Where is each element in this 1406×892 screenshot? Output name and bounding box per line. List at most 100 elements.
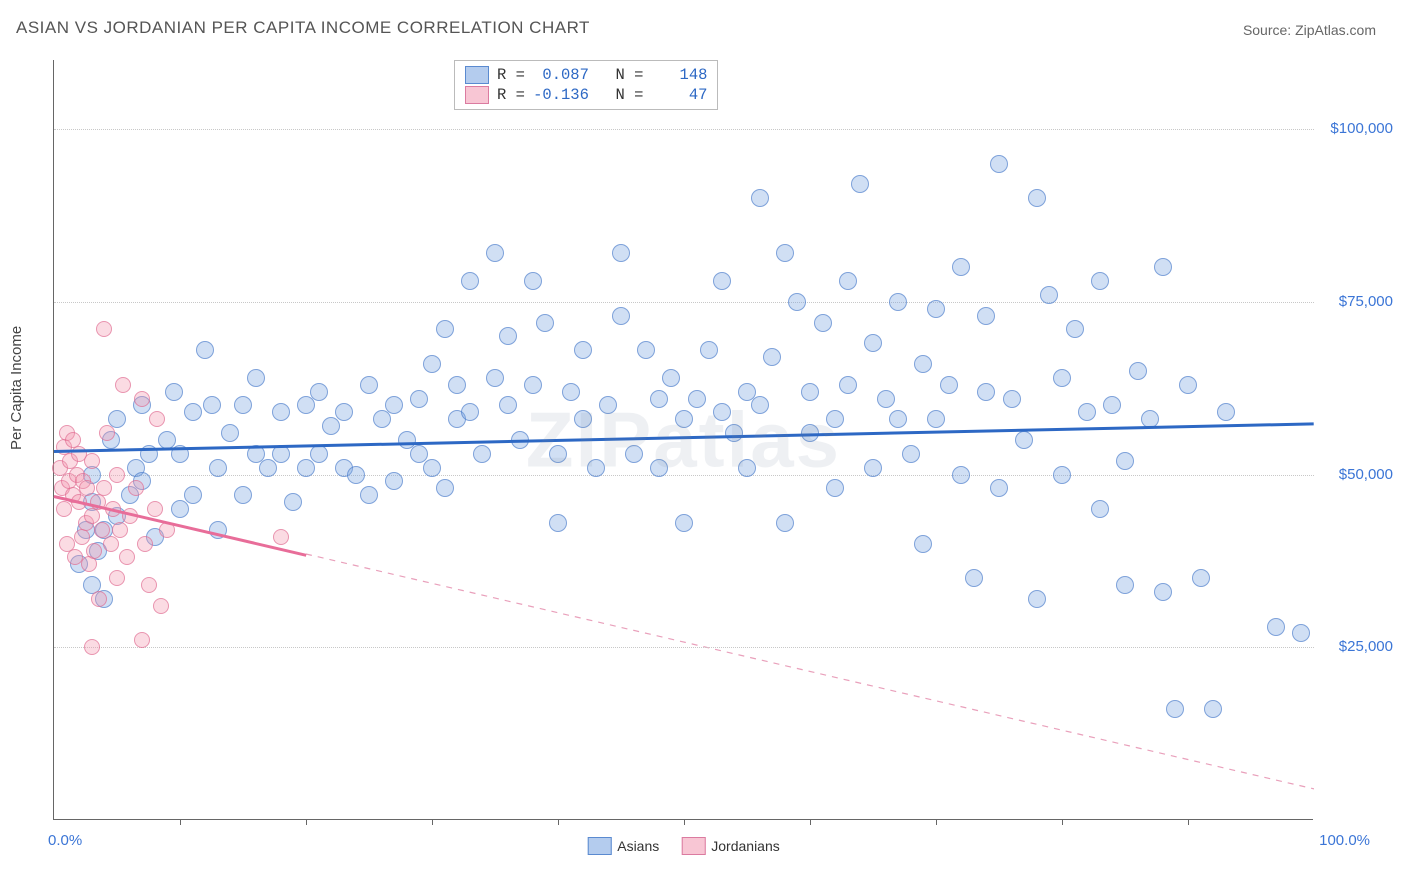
data-point-jordanians bbox=[96, 321, 112, 337]
data-point-asians bbox=[864, 334, 882, 352]
chart-title: ASIAN VS JORDANIAN PER CAPITA INCOME COR… bbox=[16, 18, 590, 38]
data-point-asians bbox=[499, 396, 517, 414]
swatch-jordanians bbox=[681, 837, 705, 855]
data-point-asians bbox=[902, 445, 920, 463]
data-point-asians bbox=[1154, 583, 1172, 601]
data-point-asians bbox=[524, 272, 542, 290]
data-point-asians bbox=[977, 383, 995, 401]
data-point-asians bbox=[562, 383, 580, 401]
data-point-asians bbox=[184, 403, 202, 421]
r-value-asians: 0.087 bbox=[533, 66, 589, 84]
data-point-asians bbox=[1053, 369, 1071, 387]
data-point-jordanians bbox=[103, 536, 119, 552]
data-point-asians bbox=[826, 479, 844, 497]
data-point-asians bbox=[990, 479, 1008, 497]
data-point-asians bbox=[171, 500, 189, 518]
data-point-asians bbox=[587, 459, 605, 477]
swatch-jordanians bbox=[465, 86, 489, 104]
data-point-asians bbox=[284, 493, 302, 511]
n-value-asians: 148 bbox=[651, 66, 707, 84]
data-point-asians bbox=[914, 355, 932, 373]
data-point-asians bbox=[1078, 403, 1096, 421]
data-point-asians bbox=[650, 459, 668, 477]
data-point-asians bbox=[335, 403, 353, 421]
data-point-asians bbox=[990, 155, 1008, 173]
x-tick bbox=[306, 819, 307, 825]
data-point-asians bbox=[184, 486, 202, 504]
data-point-jordanians bbox=[115, 377, 131, 393]
data-point-asians bbox=[1166, 700, 1184, 718]
legend-label-asians: Asians bbox=[617, 838, 659, 854]
data-point-jordanians bbox=[79, 480, 95, 496]
data-point-jordanians bbox=[96, 480, 112, 496]
data-point-asians bbox=[839, 376, 857, 394]
data-point-asians bbox=[385, 396, 403, 414]
data-point-asians bbox=[599, 396, 617, 414]
x-tick bbox=[936, 819, 937, 825]
source-attribution: Source: ZipAtlas.com bbox=[1243, 18, 1376, 38]
series-legend: Asians Jordanians bbox=[587, 837, 780, 855]
data-point-asians bbox=[1179, 376, 1197, 394]
x-tick bbox=[810, 819, 811, 825]
x-tick bbox=[1062, 819, 1063, 825]
gridline bbox=[54, 475, 1314, 476]
data-point-asians bbox=[360, 486, 378, 504]
data-point-asians bbox=[310, 383, 328, 401]
data-point-asians bbox=[165, 383, 183, 401]
data-point-jordanians bbox=[109, 570, 125, 586]
data-point-jordanians bbox=[147, 501, 163, 517]
data-point-jordanians bbox=[153, 598, 169, 614]
gridline bbox=[54, 647, 1314, 648]
data-point-asians bbox=[574, 341, 592, 359]
data-point-asians bbox=[196, 341, 214, 359]
x-tick bbox=[432, 819, 433, 825]
data-point-asians bbox=[826, 410, 844, 428]
data-point-jordanians bbox=[149, 411, 165, 427]
data-point-asians bbox=[360, 376, 378, 394]
data-point-jordanians bbox=[81, 556, 97, 572]
data-point-jordanians bbox=[84, 508, 100, 524]
data-point-asians bbox=[1028, 590, 1046, 608]
swatch-asians bbox=[465, 66, 489, 84]
legend-item-asians: Asians bbox=[587, 837, 659, 855]
legend-item-jordanians: Jordanians bbox=[681, 837, 780, 855]
data-point-asians bbox=[814, 314, 832, 332]
data-point-asians bbox=[889, 410, 907, 428]
plot-area: ZIPatlas R = 0.087 N = 148 R = -0.136 N … bbox=[53, 60, 1313, 820]
data-point-asians bbox=[788, 293, 806, 311]
data-point-asians bbox=[851, 175, 869, 193]
data-point-asians bbox=[914, 535, 932, 553]
legend-label-jordanians: Jordanians bbox=[711, 838, 780, 854]
data-point-asians bbox=[1129, 362, 1147, 380]
data-point-jordanians bbox=[99, 425, 115, 441]
data-point-asians bbox=[1053, 466, 1071, 484]
data-point-asians bbox=[952, 258, 970, 276]
data-point-jordanians bbox=[141, 577, 157, 593]
data-point-jordanians bbox=[128, 480, 144, 496]
y-axis-label: Per Capita Income bbox=[8, 326, 25, 450]
data-point-asians bbox=[524, 376, 542, 394]
data-point-asians bbox=[486, 244, 504, 262]
data-point-jordanians bbox=[137, 536, 153, 552]
trend-dash-svg bbox=[54, 60, 1314, 820]
data-point-asians bbox=[927, 300, 945, 318]
data-point-asians bbox=[234, 486, 252, 504]
data-point-asians bbox=[940, 376, 958, 394]
data-point-asians bbox=[549, 445, 567, 463]
y-tick-label: $50,000 bbox=[1321, 466, 1393, 483]
data-point-asians bbox=[203, 396, 221, 414]
data-point-asians bbox=[864, 459, 882, 477]
data-point-asians bbox=[1003, 390, 1021, 408]
gridline bbox=[54, 129, 1314, 130]
legend-row-jordanians: R = -0.136 N = 47 bbox=[465, 86, 707, 104]
data-point-asians bbox=[1028, 189, 1046, 207]
data-point-asians bbox=[1040, 286, 1058, 304]
r-label: R = bbox=[497, 86, 525, 104]
data-point-asians bbox=[650, 390, 668, 408]
data-point-jordanians bbox=[74, 529, 90, 545]
data-point-asians bbox=[965, 569, 983, 587]
correlation-legend: R = 0.087 N = 148 R = -0.136 N = 47 bbox=[454, 60, 718, 110]
data-point-asians bbox=[839, 272, 857, 290]
data-point-asians bbox=[1192, 569, 1210, 587]
data-point-asians bbox=[662, 369, 680, 387]
